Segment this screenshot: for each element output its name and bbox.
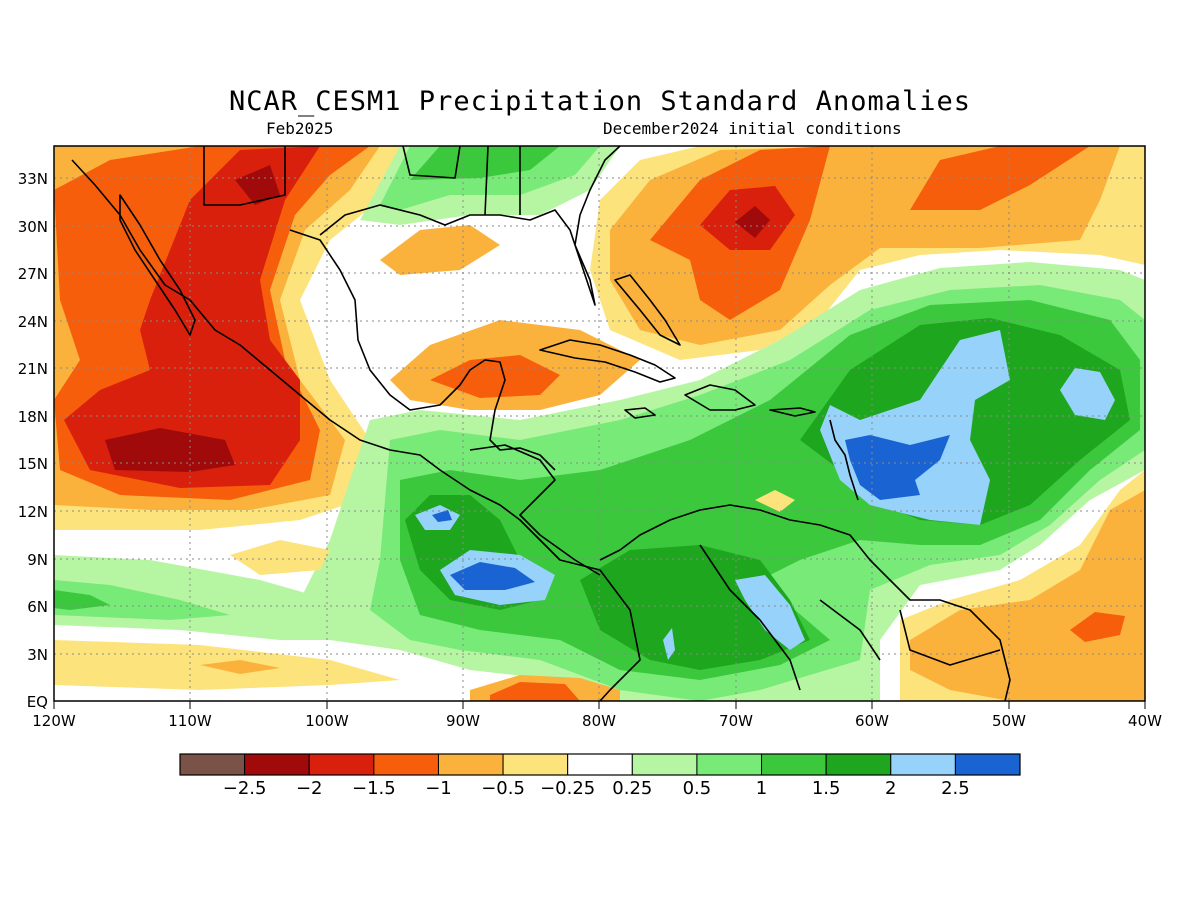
longitude-labels: 120W 110W 100W 90W 80W 70W 60W 50W 40W (32, 712, 1162, 730)
lon-label-80w: 80W (582, 712, 616, 730)
coast-jamaica (624, 407, 656, 419)
wet-region-colombia-small-blue (663, 628, 675, 660)
wet-region-pacific-6n-band (54, 580, 230, 620)
colorbar-label: −2.5 (223, 778, 267, 799)
lat-label-27n: 27N (18, 265, 48, 283)
colorbar-label: 1 (756, 778, 767, 799)
dry-region-equator-pacific-2 (200, 660, 280, 674)
coast-lesser-antilles (829, 419, 859, 501)
lon-label-40w: 40W (1128, 712, 1162, 730)
colorbar-label: −1.5 (352, 778, 396, 799)
colorbar-swatch (954, 753, 1021, 776)
colorbar-swatch (761, 753, 827, 776)
colorbar-label: 2.5 (941, 778, 970, 799)
colorbar-label: 0.25 (612, 778, 652, 799)
coast-central-america (469, 444, 601, 576)
coastlines (71, 146, 1011, 701)
lat-label-21n: 21N (18, 360, 48, 378)
colorbar-swatch (696, 753, 763, 776)
dry-region-atlantic-30n-high-east (910, 146, 1090, 210)
wet-region-colombia-strong (580, 545, 810, 670)
coast-gulf-mexico (289, 229, 556, 471)
dry-region-equator-central-high (490, 682, 580, 701)
colorbar-swatch (890, 753, 956, 776)
coast-hispaniola (684, 384, 756, 411)
coast-cuba (539, 339, 676, 383)
lon-label-50w: 50W (992, 712, 1026, 730)
dry-region-pacific-9n (230, 540, 330, 575)
lat-label-18n: 18N (18, 408, 48, 426)
colorbar-swatch (373, 753, 439, 776)
lon-label-110w: 110W (168, 712, 212, 730)
dry-region-pacific-core (105, 428, 235, 472)
dry-region-brazil-high (1070, 612, 1125, 642)
lat-label-15n: 15N (18, 455, 48, 473)
colorbar-labels: −2.5 −2 −1.5 −1 −0.5 −0.25 0.25 0.5 1 1.5 2 2.5 (223, 778, 970, 799)
colorbar-label: −0.5 (481, 778, 525, 799)
colorbar-label: 0.5 (683, 778, 712, 799)
colorbar-label: −2 (296, 778, 323, 799)
colorbar-swatch (825, 753, 892, 776)
dry-region-atlantic-30n-core (735, 206, 770, 238)
lon-label-90w: 90W (446, 712, 480, 730)
axis-ticks (53, 701, 1146, 709)
border-us-mexico (203, 146, 286, 206)
anomaly-field (54, 146, 1145, 701)
coast-us-gulf (319, 146, 621, 306)
colorbar-swatches (179, 753, 1021, 776)
lat-label-12n: 12N (18, 503, 48, 521)
colorbar-swatch (437, 753, 504, 776)
valid-month-label: Feb2025 (266, 119, 334, 138)
lat-label-3n: 3N (27, 646, 48, 664)
colorbar-label: −1 (425, 778, 452, 799)
border-us-states (402, 146, 521, 216)
initial-conditions-label: December2024 initial conditions (603, 119, 902, 138)
gridlines (54, 146, 1145, 701)
lat-label-9n: 9N (27, 551, 48, 569)
lat-label-eq: EQ (27, 693, 48, 711)
colorbar-swatch (502, 753, 569, 776)
coast-puerto-rico-islands (769, 407, 816, 417)
coast-south-america-north (599, 504, 1011, 701)
wet-region-atlantic-east-light-blue (1060, 368, 1115, 420)
lon-label-120w: 120W (32, 712, 76, 730)
dry-region-mexico-strong (64, 146, 320, 488)
lat-label-24n: 24N (18, 313, 48, 331)
wet-region-colombia-light-blue (735, 575, 805, 650)
lat-label-30n: 30N (18, 218, 48, 236)
wet-region-pacific-small-core (432, 510, 452, 522)
wet-region-gulf-coast-high (410, 146, 560, 180)
colorbar-label: −0.25 (540, 778, 595, 799)
colorbar-label: 2 (885, 778, 896, 799)
coast-mexico-pacific (71, 159, 601, 571)
colorbar-swatch (631, 753, 698, 776)
wet-region-pacific-core (450, 562, 535, 590)
wet-region-pacific-9n-band (54, 555, 360, 640)
colorbar-swatch (567, 753, 633, 776)
wet-region-atlantic-core (845, 435, 950, 500)
lon-label-100w: 100W (305, 712, 349, 730)
dry-region-south-caribbean-yellow (755, 490, 795, 512)
coast-baja (119, 194, 196, 336)
colorbar-swatch (308, 753, 375, 776)
map-title: NCAR_CESM1 Precipitation Standard Anomal… (229, 86, 971, 117)
colorbar: −2.5 −2 −1.5 −1 −0.5 −0.25 0.25 0.5 1 1.5 2 2.5 (179, 753, 1021, 799)
dry-region-gulf-north (380, 225, 500, 275)
latitude-labels: 33N 30N 27N 24N 21N 18N 15N 12N 9N 6N 3N… (18, 170, 48, 711)
lon-label-60w: 60W (855, 712, 889, 730)
border-south-america-interior (599, 544, 1001, 701)
dry-region-brazil-mid (910, 490, 1145, 701)
lon-label-70w: 70W (719, 712, 753, 730)
lat-label-33n: 33N (18, 170, 48, 188)
colorbar-label: 1.5 (812, 778, 841, 799)
coast-bahamas (614, 274, 681, 346)
wet-region-pacific-6n-core (54, 590, 110, 610)
colorbar-frame (179, 753, 1021, 776)
colorbar-swatch (179, 753, 246, 776)
dry-region-mexico-core (235, 165, 280, 205)
colorbar-swatch (244, 753, 310, 776)
lat-label-6n: 6N (27, 598, 48, 616)
